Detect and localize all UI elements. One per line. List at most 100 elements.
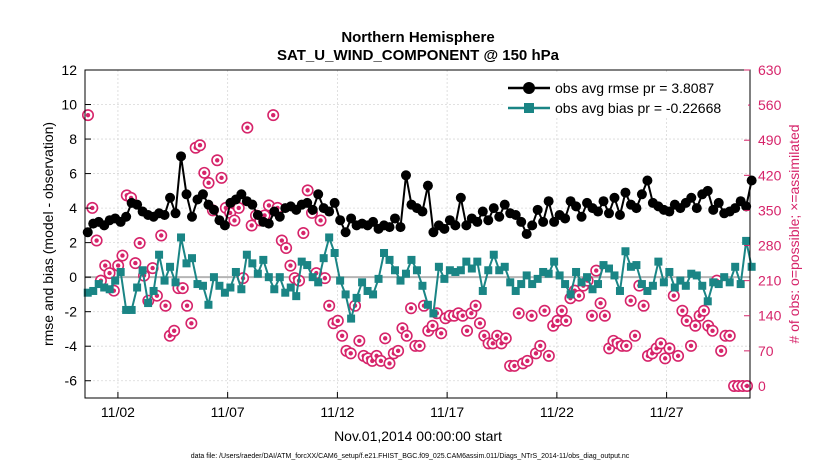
bias-point bbox=[133, 283, 142, 292]
bias-point bbox=[478, 286, 487, 295]
y-right-tick-label: 490 bbox=[758, 132, 782, 148]
obs-count-point bbox=[280, 242, 293, 255]
bias-point bbox=[105, 285, 114, 294]
rmse-point bbox=[428, 227, 439, 238]
obs-assimilated-marker bbox=[150, 265, 155, 271]
legend: obs avg rmse pr = 3.8087 obs avg bias pr… bbox=[505, 73, 748, 118]
bias-point bbox=[473, 257, 482, 266]
obs-count-point bbox=[193, 139, 206, 152]
bias-point bbox=[144, 299, 153, 308]
bias-point bbox=[714, 280, 723, 289]
bias-point bbox=[747, 262, 756, 271]
obs-count-point bbox=[336, 329, 349, 342]
obs-assimilated-marker bbox=[516, 311, 521, 316]
rmse-point bbox=[598, 196, 609, 207]
obs-assimilated-marker bbox=[266, 203, 272, 208]
chart-subtitle: SAT_U_WIND_COMPONENT @ 150 hPa bbox=[277, 47, 560, 64]
obs-assimilated-marker bbox=[662, 356, 668, 361]
bias-point bbox=[572, 267, 581, 276]
y-tick-label: 6 bbox=[69, 166, 77, 182]
rmse-point bbox=[691, 203, 702, 214]
obs-count-point bbox=[133, 237, 146, 250]
bias-point bbox=[637, 280, 646, 289]
obs-assimilated-marker bbox=[477, 321, 483, 326]
obs-assimilated-marker bbox=[245, 125, 250, 130]
obs-assimilated-marker bbox=[710, 328, 715, 333]
bias-point bbox=[226, 283, 235, 292]
obs-assimilated-marker bbox=[525, 358, 530, 364]
obs-count-point bbox=[598, 309, 611, 322]
bias-point bbox=[220, 288, 229, 297]
bias-point bbox=[742, 236, 751, 245]
obs-assimilated-marker bbox=[283, 245, 289, 251]
bias-point bbox=[566, 290, 575, 299]
obs-count-point bbox=[461, 324, 474, 337]
bias-point bbox=[451, 267, 460, 276]
obs-assimilated-marker bbox=[327, 303, 332, 308]
bias-point bbox=[358, 278, 367, 287]
rmse-point bbox=[324, 206, 335, 217]
x-tick-label: 11/07 bbox=[211, 404, 245, 420]
obs-count-point bbox=[555, 304, 568, 317]
bias-point bbox=[308, 273, 317, 282]
obs-assimilated-marker bbox=[215, 158, 220, 163]
bias-point bbox=[495, 266, 504, 275]
obs-assimilated-marker bbox=[684, 318, 689, 323]
bias-point bbox=[517, 280, 526, 289]
bias-point bbox=[703, 297, 712, 306]
obs-count-point bbox=[637, 299, 650, 312]
bias-point bbox=[83, 288, 92, 297]
obs-assimilated-marker bbox=[318, 218, 323, 223]
rmse-point bbox=[702, 185, 713, 196]
rmse-point bbox=[170, 208, 181, 219]
rmse-point bbox=[642, 175, 653, 186]
obs-assimilated-marker bbox=[469, 311, 474, 316]
bias-point bbox=[347, 314, 356, 323]
bias-point bbox=[303, 261, 312, 270]
bias-point bbox=[632, 261, 641, 270]
obs-count-point bbox=[297, 226, 310, 239]
obs-assimilated-marker bbox=[395, 348, 401, 354]
obs-count-point bbox=[667, 289, 680, 302]
obs-assimilated-marker bbox=[288, 263, 293, 268]
bias-point bbox=[456, 266, 465, 275]
obs-assimilated-marker bbox=[159, 233, 164, 238]
bias-point bbox=[248, 259, 257, 268]
rmse-point bbox=[208, 204, 219, 215]
obs-assimilated-marker bbox=[163, 303, 168, 308]
y-tick-label: 4 bbox=[69, 200, 77, 216]
rmse-point bbox=[461, 220, 472, 231]
bias-point bbox=[484, 266, 493, 275]
bias-point bbox=[407, 255, 416, 264]
obs-assimilated-marker bbox=[305, 188, 310, 193]
footnote: data file: /Users/raeder/DAI/ATM_forcXX/… bbox=[191, 453, 630, 460]
obs-assimilated-marker bbox=[339, 333, 345, 339]
bias-point bbox=[89, 286, 98, 295]
obs-assimilated-marker bbox=[490, 341, 496, 346]
rmse-point bbox=[368, 216, 379, 227]
obs-count-point bbox=[689, 319, 702, 332]
bias-point bbox=[401, 269, 410, 278]
bias-point bbox=[363, 286, 372, 295]
bias-point bbox=[604, 264, 613, 273]
bias-point bbox=[237, 285, 246, 294]
rmse-point bbox=[181, 189, 192, 200]
bias-point bbox=[626, 262, 635, 271]
obs-assimilated-marker bbox=[271, 112, 276, 118]
obs-assimilated-marker bbox=[667, 346, 672, 351]
bias-point bbox=[687, 269, 696, 278]
rmse-point bbox=[384, 222, 395, 233]
rmse-point bbox=[527, 220, 538, 231]
rmse-point bbox=[571, 201, 582, 212]
obs-count-point bbox=[426, 319, 439, 332]
rmse-point bbox=[307, 204, 318, 215]
rmse-point bbox=[664, 206, 675, 217]
bias-point bbox=[138, 266, 147, 275]
obs-count-point bbox=[155, 229, 168, 242]
obs-assimilated-marker bbox=[90, 205, 95, 211]
bias-point bbox=[187, 254, 196, 263]
bias-point bbox=[643, 286, 652, 295]
obs-assimilated-marker bbox=[512, 363, 517, 369]
bias-point bbox=[297, 257, 306, 266]
obs-assimilated-marker bbox=[718, 348, 724, 354]
